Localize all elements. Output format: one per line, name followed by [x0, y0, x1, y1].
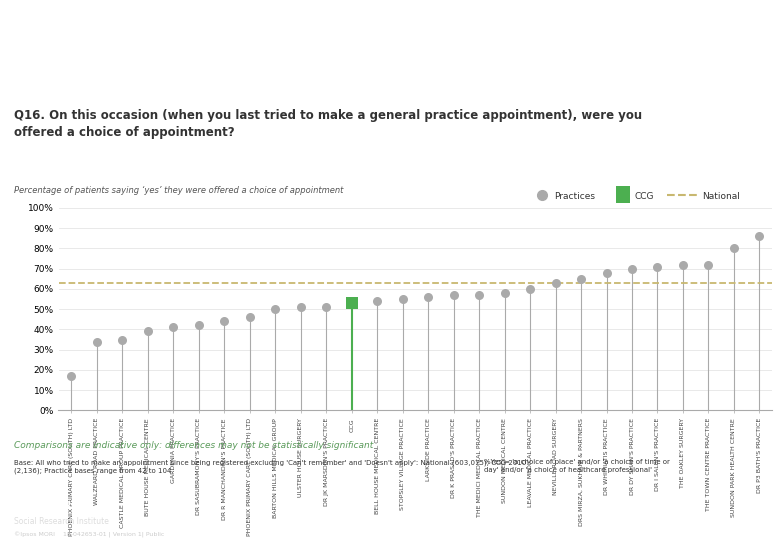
- Text: 25: 25: [382, 510, 398, 523]
- Text: Choice of appointment:: Choice of appointment:: [14, 20, 271, 39]
- Text: National: National: [702, 192, 740, 200]
- Bar: [616, 186, 630, 204]
- Text: Percentage of patients saying ‘yes’ they were offered a choice of appointment: Percentage of patients saying ‘yes’ they…: [14, 186, 343, 194]
- Text: Q16. On this occasion (when you last tried to make a general practice appointmen: Q16. On this occasion (when you last tri…: [14, 109, 642, 139]
- Text: how the CCG’s practices compare: how the CCG’s practices compare: [14, 58, 383, 77]
- Text: Base: All who tried to make an appointment since being registered excluding 'Can: Base: All who tried to make an appointme…: [14, 459, 526, 474]
- Text: %Yes = 'a choice of place' and/or 'a choice of time or
day' and/or 'a choice of : %Yes = 'a choice of place' and/or 'a cho…: [484, 459, 669, 472]
- Text: CCG: CCG: [634, 192, 654, 200]
- Text: ©Ipsos MORI    18-042653-01 | Version 1| Public: ©Ipsos MORI 18-042653-01 | Version 1| Pu…: [14, 531, 165, 538]
- Text: Comparisons are indicative only: differences may not be statistically significan: Comparisons are indicative only: differe…: [14, 441, 374, 450]
- Text: Ipsos MORI: Ipsos MORI: [14, 502, 75, 511]
- Text: Social Research Institute: Social Research Institute: [14, 517, 109, 526]
- Text: Practices: Practices: [554, 192, 595, 200]
